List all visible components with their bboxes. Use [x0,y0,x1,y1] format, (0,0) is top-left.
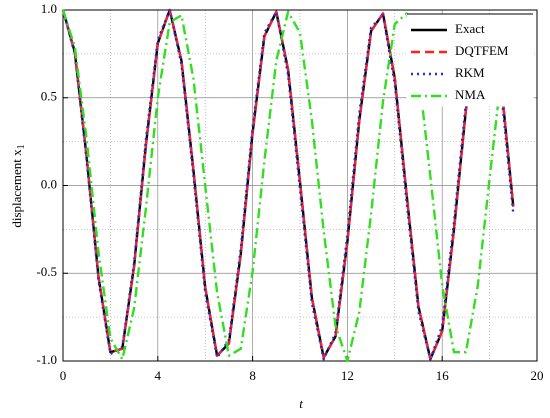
x-tick-label: 0 [60,368,67,383]
y-axis-label: displacement x1 [9,144,27,227]
x-tick-label: 8 [249,368,256,383]
legend-label: RKM [455,65,485,80]
y-axis-label-subscript: 1 [16,144,27,149]
legend-label: Exact [455,21,485,36]
x-axis-label: t [299,396,303,411]
x-tick-label: 4 [155,368,162,383]
x-tick-label: 12 [341,368,354,383]
y-tick-label: -0.5 [36,264,57,279]
y-tick-label: 1.0 [41,1,57,16]
legend-label: NMA [455,87,486,102]
y-tick-label: 0.0 [41,176,57,191]
y-axis-label-main: displacement x [9,149,24,228]
x-tick-label: 16 [436,368,450,383]
legend: Exact DQTFEM RKM NMA [406,13,534,107]
legend-label: DQTFEM [455,43,509,58]
y-tick-label: -1.0 [36,352,57,367]
series-line [61,8,515,361]
y-tick-label: 0.5 [41,89,57,104]
series-line [61,9,503,363]
series-line [61,8,515,361]
x-tick-label: 20 [531,368,544,383]
